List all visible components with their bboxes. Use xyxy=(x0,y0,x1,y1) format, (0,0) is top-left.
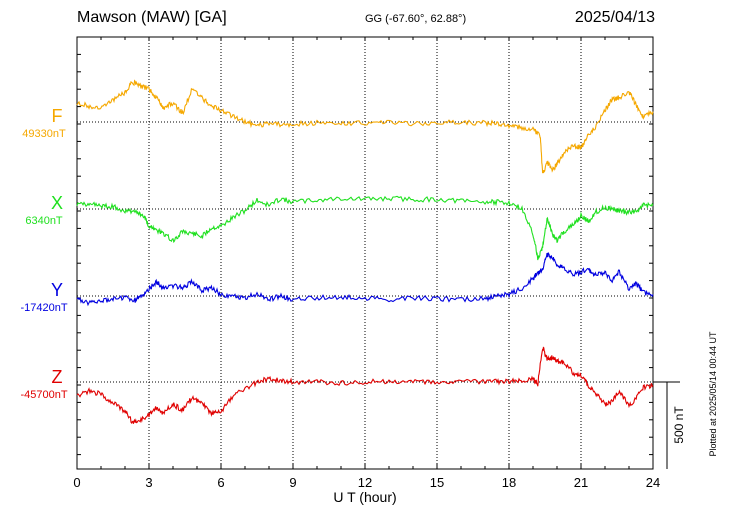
series-line-Z xyxy=(76,346,654,424)
plotted-timestamp: Plotted at 2025/05/14 00:44 UT xyxy=(708,331,718,457)
series-name-F: F xyxy=(52,106,63,126)
x-tick-label-24: 24 xyxy=(646,475,660,490)
series-lines xyxy=(76,79,654,424)
series-line-Y xyxy=(76,252,654,307)
series-line-X xyxy=(76,195,654,261)
x-tick-label-21: 21 xyxy=(574,475,588,490)
grid-lines xyxy=(148,37,582,469)
station-title: Mawson (MAW) [GA] xyxy=(77,9,227,26)
x-tick-label-0: 0 xyxy=(73,475,80,490)
chart-date: 2025/04/13 xyxy=(575,9,655,26)
station-coordinates: GG (-67.60°, 62.88°) xyxy=(365,13,466,25)
x-tick-label-15: 15 xyxy=(430,475,444,490)
scale-bar: 500 nT xyxy=(653,381,686,469)
x-tick-labels: 0 3 6 9 12 15 18 21 24 xyxy=(73,475,660,490)
series-baseline-label-X: 6340nT xyxy=(25,215,63,227)
baseline-lines xyxy=(77,121,653,383)
scale-bar-label: 500 nT xyxy=(672,406,686,444)
series-baseline-label-F: 49330nT xyxy=(22,128,66,140)
x-tick-label-18: 18 xyxy=(502,475,516,490)
x-axis-label: U T (hour) xyxy=(333,489,396,505)
series-name-Z: Z xyxy=(52,367,63,387)
series-baseline-label-Z: -45700nT xyxy=(20,389,67,401)
series-labels: F 49330nT X 6340nT Y -17420nT Z -45700nT xyxy=(20,106,67,401)
series-line-F xyxy=(76,79,654,174)
x-tick-label-12: 12 xyxy=(358,475,372,490)
series-name-X: X xyxy=(51,193,63,213)
x-tick-label-3: 3 xyxy=(145,475,152,490)
series-baseline-label-Y: -17420nT xyxy=(20,302,67,314)
series-name-Y: Y xyxy=(51,280,63,300)
axis-ticks xyxy=(76,36,654,469)
x-tick-label-6: 6 xyxy=(217,475,224,490)
x-tick-label-9: 9 xyxy=(289,475,296,490)
